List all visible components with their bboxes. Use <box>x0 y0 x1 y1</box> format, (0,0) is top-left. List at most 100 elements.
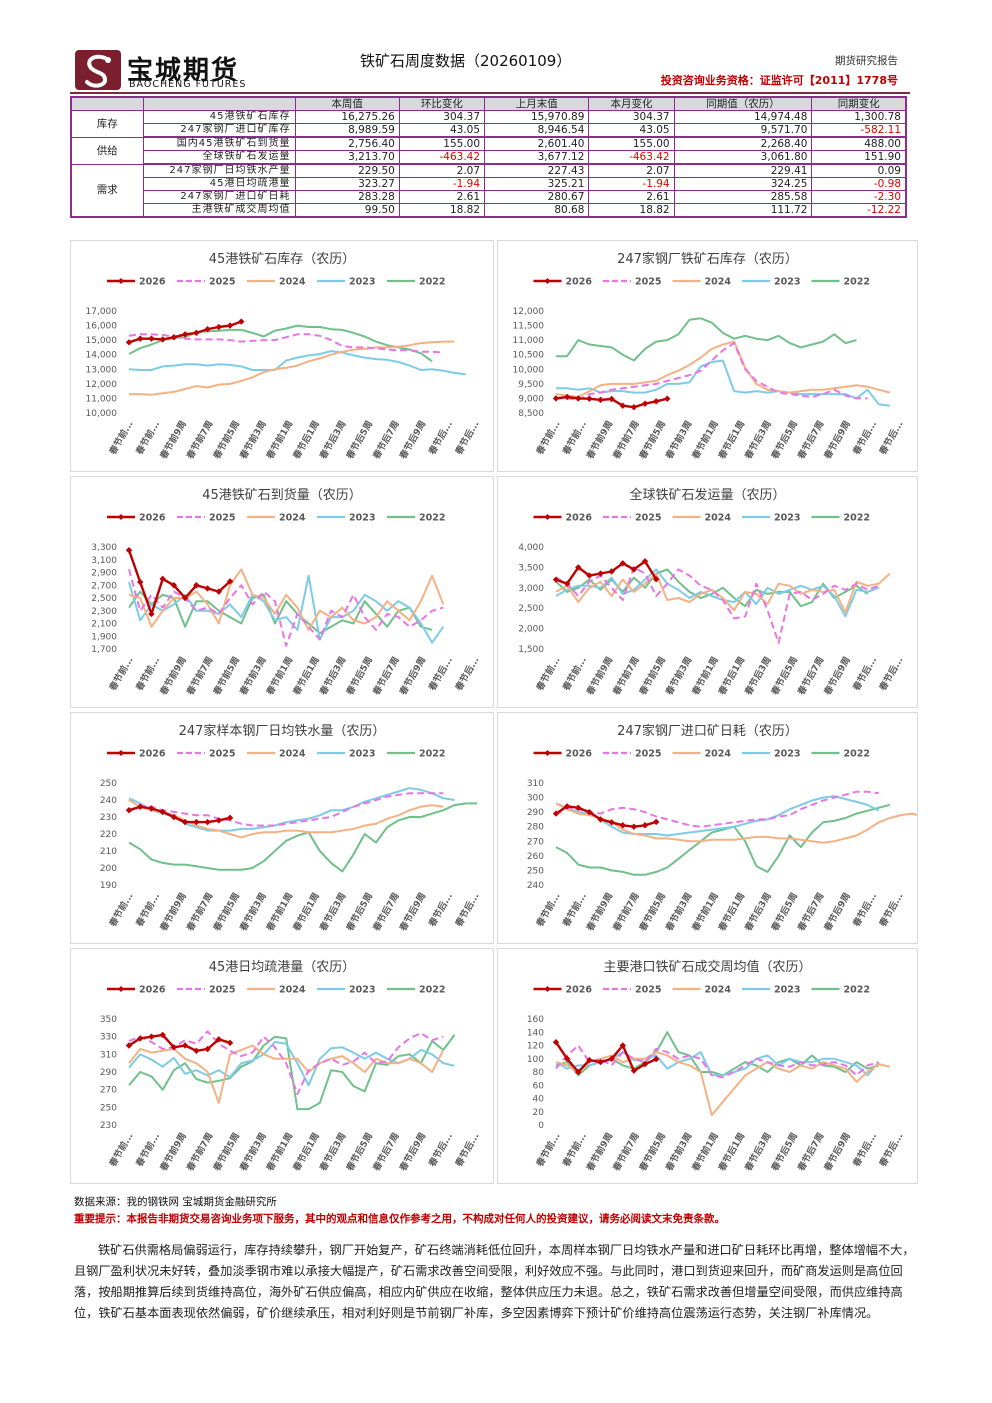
series-line-2024 <box>555 1051 891 1117</box>
y-tick-label: 3,300 <box>91 543 117 553</box>
table-cell: 229.50 <box>294 163 400 178</box>
group-label: 需求 <box>70 163 144 218</box>
legend-label: 2022 <box>419 985 445 996</box>
chart-svg: 45港日均疏港量（农历） 2026 2025 2024 2023 2022 350 330 31… <box>100 960 482 1174</box>
series-line-2024 <box>555 802 917 844</box>
y-tick-label: 190 <box>100 881 117 891</box>
table-cell: 43.05 <box>588 123 675 138</box>
legend-label: 2024 <box>279 749 306 760</box>
table-row: 247家钢厂进口矿日耗 283.28 2.61 280.67 2.61 285.58 -2.… <box>71 190 907 204</box>
y-tick-label: 280 <box>527 823 544 833</box>
chart-shipments: 全球铁矿石发运量（农历） 2026 2025 2024 2023 2022 4,000 3,5… <box>497 476 918 708</box>
column-header <box>142 96 296 111</box>
legend-label: 2026 <box>566 277 593 288</box>
legend-label: 2022 <box>844 513 870 524</box>
data-point <box>137 335 144 342</box>
y-tick-label: 310 <box>100 1050 117 1060</box>
data-point <box>575 1068 582 1076</box>
table-cell: 14,974.48 <box>673 110 813 124</box>
column-header: 本月变化 <box>588 96 675 111</box>
y-tick-label: 9,500 <box>518 380 544 390</box>
y-tick-label: 12,000 <box>86 380 118 390</box>
x-tick-label: 春节后... <box>850 419 880 458</box>
y-tick-label: 1,700 <box>91 645 117 655</box>
chart-svg: 45港铁矿石到货量（农历） 2026 2025 2024 2023 2022 3,300 3,… <box>91 487 482 698</box>
data-point <box>238 318 245 325</box>
table-row: 主港铁矿成交周均值 99.50 18.82 80.68 18.82 111.72 -12.2… <box>71 203 907 218</box>
y-tick-label: 260 <box>527 852 544 862</box>
series-line-2026 <box>128 805 231 824</box>
legend-label: 2023 <box>349 985 375 996</box>
legend-marker <box>544 514 551 520</box>
company-name-en: BAOCHENG FUTURES <box>129 79 247 90</box>
indicator-label: 全球铁矿石发运量 <box>142 150 296 165</box>
indicator-label: 247家钢厂进口矿日耗 <box>142 190 296 204</box>
chart-port-inventory: 45港铁矿石库存（农历） 2026 2025 2024 2023 2022 17,000 16… <box>70 240 494 472</box>
legend-label: 2024 <box>705 985 732 996</box>
document-title: 铁矿石周度数据（20260109） <box>360 52 572 70</box>
disclaimer-warning: 重要提示：本报告非期货交易咨询业务项下服务，其中的观点和信息仅作参考之用，不构成… <box>74 1213 725 1225</box>
x-tick-label: 春节后... <box>425 891 455 930</box>
legend-label: 2023 <box>349 277 375 288</box>
table-cell: 304.37 <box>398 110 486 124</box>
y-tick-label: 230 <box>100 813 117 823</box>
y-tick-label: 240 <box>527 881 544 891</box>
y-tick-label: 8,500 <box>518 409 544 419</box>
data-point <box>608 1055 615 1062</box>
y-tick-label: 240 <box>100 796 117 806</box>
y-tick-label: 2,900 <box>91 569 117 579</box>
table-cell: 151.90 <box>811 150 907 165</box>
series-line-2025 <box>556 342 868 401</box>
y-tick-label: 10,000 <box>513 365 545 375</box>
x-tick-label: 春节后... <box>876 419 906 458</box>
table-cell: 8,946.54 <box>484 123 590 138</box>
data-source: 数据来源：我的钢铁网 宝城期货金融研究所 <box>74 1196 277 1208</box>
data-point <box>586 1056 593 1064</box>
y-tick-label: 290 <box>100 1068 117 1078</box>
legend-label: 2024 <box>705 277 732 288</box>
data-point <box>159 1031 166 1039</box>
data-point <box>204 326 211 333</box>
y-tick-label: 60 <box>533 1081 545 1091</box>
x-tick-label: 春节后... <box>850 891 880 930</box>
series-line-2024 <box>129 340 455 396</box>
x-tick-label: 春节前... <box>559 1131 589 1170</box>
column-header: 环比变化 <box>398 96 486 111</box>
data-point <box>159 336 166 343</box>
x-tick-label: 春节前... <box>106 891 136 930</box>
data-point <box>193 329 200 337</box>
table-row: 45港日均疏港量 323.27 -1.94 325.21 -1.94 324.25 -0.9… <box>71 177 907 191</box>
y-tick-label: 0 <box>538 1121 544 1131</box>
table-cell: 2,601.40 <box>484 136 590 151</box>
table-row: 库存 45港铁矿石库存 16,275.26 304.37 15,970.89 304.37… <box>70 110 907 138</box>
series-line-2023 <box>555 795 880 837</box>
data-point <box>204 818 211 826</box>
y-tick-label: 300 <box>527 794 544 804</box>
legend-marker <box>118 986 124 992</box>
page-header: 宝城期货 BAOCHENG FUTURES 铁矿石周度数据（20260109） … <box>70 48 910 92</box>
y-tick-label: 210 <box>100 847 117 857</box>
data-point <box>125 807 133 814</box>
x-tick-label: 春节后... <box>452 655 482 694</box>
header-divider <box>70 92 910 94</box>
data-point <box>552 1038 560 1046</box>
data-point <box>193 582 200 589</box>
column-header: 本周值 <box>294 96 400 111</box>
table-cell: 9,571.70 <box>673 123 813 138</box>
x-tick-label: 春节后... <box>425 419 455 458</box>
group-label: 库存 <box>70 110 144 138</box>
data-point <box>125 339 133 346</box>
column-header <box>70 96 144 111</box>
table-cell: -582.11 <box>811 123 907 138</box>
x-tick-label: 春节后... <box>876 655 906 694</box>
table-cell: 325.21 <box>484 177 590 191</box>
chart-title: 45港铁矿石库存（农历） <box>209 251 356 267</box>
series-line-2024 <box>555 340 891 398</box>
x-tick-label: 春节前... <box>106 419 136 458</box>
y-tick-label: 2,000 <box>518 625 544 635</box>
x-tick-label: 春节后... <box>452 891 482 930</box>
data-point <box>204 585 211 592</box>
data-point <box>215 588 223 595</box>
series-line-2025 <box>555 1044 879 1079</box>
data-point <box>137 578 144 586</box>
